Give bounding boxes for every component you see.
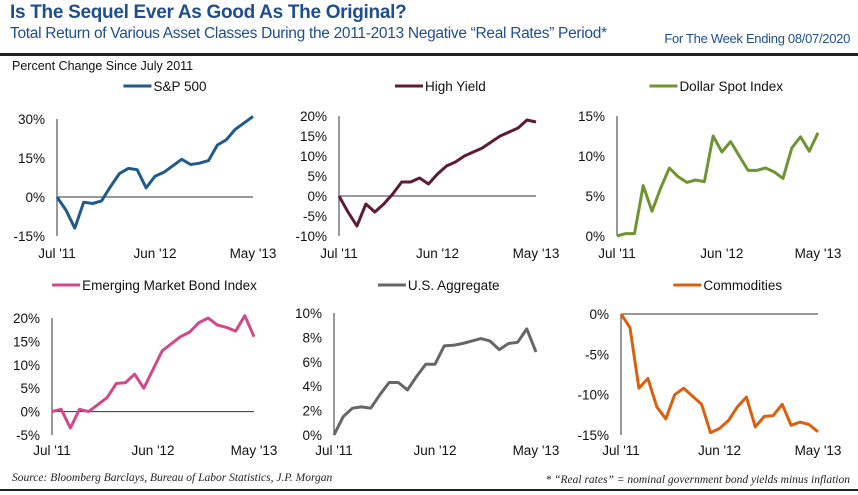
y-tick-label: -5% <box>16 428 40 443</box>
y-tick-label: -5% <box>585 347 609 362</box>
y-tick-label: 0% <box>302 428 322 443</box>
x-tick-label: May '13 <box>230 246 277 261</box>
y-tick-label: -15% <box>577 428 609 443</box>
y-tick-label: 15% <box>13 334 40 349</box>
x-tick-label: Jul '11 <box>602 443 640 458</box>
y-tick-label: 10% <box>13 358 40 373</box>
y-tick-label: -15% <box>13 229 45 244</box>
x-tick-label: Jun '12 <box>413 443 456 458</box>
x-tick-label: Jun '12 <box>698 443 741 458</box>
y-tick-label: -10% <box>295 229 327 244</box>
y-tick-label: 0% <box>585 229 605 244</box>
x-tick-label: May '13 <box>513 246 560 261</box>
page-subtitle: Total Return of Various Asset Classes Du… <box>10 25 607 42</box>
x-tick-label: May '13 <box>231 443 278 458</box>
y-tick-label: 20% <box>13 311 40 326</box>
x-tick-label: Jul '11 <box>320 246 358 261</box>
x-tick-label: May '13 <box>513 443 560 458</box>
y-tick-label: 15% <box>300 129 327 144</box>
y-tick-label: 15% <box>18 151 45 166</box>
legend-label: Commodities <box>703 278 782 293</box>
chart-high-yield: High Yield 20% 15% 10% 5% 0% -5% -10% Jul '11 Jun… <box>295 79 559 261</box>
y-tick-label: 20% <box>300 109 327 124</box>
source-note: Source: Bloomberg Barclays, Bureau of La… <box>12 472 333 484</box>
x-tick-label: Jul '11 <box>33 443 71 458</box>
week-ending-date: For The Week Ending 08/07/2020 <box>664 31 850 46</box>
chart-dollar-spot-index: Dollar Spot Index 15% 10% 5% 0% Jul '11 Jun '1… <box>578 79 841 261</box>
chart-emerging-market-bond-index: Emerging Market Bond Index 20% 15% 10% 5% 0% -… <box>13 278 277 458</box>
series-line <box>332 327 538 436</box>
page-title: Is The Sequel Ever As Good As The Origin… <box>10 2 407 23</box>
y-tick-label: 6% <box>302 355 322 370</box>
series-line <box>337 118 537 228</box>
y-tick-label: 5% <box>585 189 605 204</box>
y-tick-label: 0% <box>25 190 45 205</box>
unit-label: Percent Change Since July 2011 <box>12 59 194 73</box>
legend-label: U.S. Aggregate <box>408 278 500 293</box>
y-tick-label: 30% <box>18 112 45 127</box>
x-tick-label: Jul '11 <box>315 443 353 458</box>
y-tick-label: 5% <box>307 169 327 184</box>
x-tick-label: Jun '12 <box>416 246 459 261</box>
y-tick-label: 10% <box>295 306 322 321</box>
y-tick-label: -5% <box>303 209 327 224</box>
header-divider <box>0 53 858 56</box>
y-tick-label: 10% <box>300 149 327 164</box>
y-tick-label: 0% <box>20 405 40 420</box>
chart-commodities: Commodities 0% -5% -10% -15%Jul '11 Jun '12 Ma… <box>577 278 841 458</box>
x-tick-label: Jul '11 <box>38 246 76 261</box>
chart-s-p-500: S&P 500 30% 15% 0% -15% Jul '11 Jun '12 May '13 <box>13 79 276 261</box>
y-tick-label: 10% <box>578 149 605 164</box>
x-tick-label: Jun '12 <box>133 246 176 261</box>
x-tick-label: Jun '12 <box>700 246 743 261</box>
legend-label: S&P 500 <box>153 79 206 94</box>
footer-divider <box>0 489 858 491</box>
y-tick-label: 4% <box>302 379 322 394</box>
y-tick-label: 8% <box>302 330 322 345</box>
y-tick-label: 2% <box>302 404 322 419</box>
legend-label: High Yield <box>425 79 486 94</box>
x-tick-label: May '13 <box>795 246 842 261</box>
y-tick-label: 0% <box>589 307 609 322</box>
y-tick-label: 5% <box>20 381 40 396</box>
series-line <box>616 132 820 238</box>
legend-label: Emerging Market Bond Index <box>82 278 257 293</box>
series-line <box>619 313 819 435</box>
legend-label: Dollar Spot Index <box>679 79 783 94</box>
x-tick-label: Jun '12 <box>131 443 174 458</box>
series-line <box>55 115 254 230</box>
footnote: * “Real rates” = nominal government bond… <box>545 474 850 486</box>
y-tick-label: 0% <box>307 189 327 204</box>
chart-u-s-aggregate: U.S. Aggregate 10% 8% 6% 4% 2% 0%Jul '11 Jun '1… <box>295 278 559 458</box>
x-tick-label: Jul '11 <box>598 246 636 261</box>
y-tick-label: 15% <box>578 109 605 124</box>
y-tick-label: -10% <box>577 388 609 403</box>
x-tick-label: May '13 <box>795 443 842 458</box>
